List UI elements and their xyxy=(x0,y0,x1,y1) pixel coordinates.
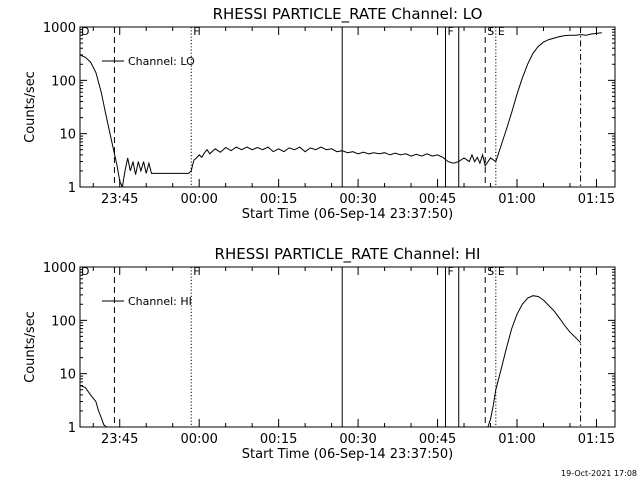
x-axis-label: Start Time (06-Sep-14 23:37:50) xyxy=(242,207,453,222)
chart-title: RHESSI PARTICLE_RATE Channel: HI xyxy=(215,245,481,264)
x-tick-label: 00:15 xyxy=(260,192,297,207)
series-line-1-segment-1 xyxy=(80,385,107,427)
x-tick-label: 00:30 xyxy=(339,432,376,447)
plot-frame xyxy=(79,266,616,428)
x-tick-label: 23:45 xyxy=(101,432,138,447)
legend-label: Channel: HI xyxy=(128,295,192,308)
plot-frame xyxy=(79,26,616,188)
x-axis-label: Start Time (06-Sep-14 23:37:50) xyxy=(242,447,453,462)
event-flag-label: F xyxy=(447,265,453,278)
y-tick-label: 1 xyxy=(68,421,76,436)
event-flag-label: S xyxy=(487,25,494,38)
y-axis-label: Counts/sec xyxy=(23,71,38,143)
x-tick-label: 01:15 xyxy=(578,432,615,447)
x-tick-label: 00:30 xyxy=(339,192,376,207)
chart-panel-1: RHESSI PARTICLE_RATE Channel: LO 1 10 100 10… xyxy=(23,5,616,222)
event-flag-label: E xyxy=(498,265,505,278)
x-tick-label: 23:45 xyxy=(101,192,138,207)
x-tick-label: 01:00 xyxy=(498,432,535,447)
x-tick-label: 00:00 xyxy=(180,432,217,447)
y-tick-label: 100 xyxy=(51,314,76,329)
chart-panel-2: RHESSI PARTICLE_RATE Channel: HI 1 10 100 10… xyxy=(23,245,616,462)
event-flag-label: F xyxy=(193,265,199,278)
date-stamp: 19-Oct-2021 17:08 xyxy=(561,469,637,478)
x-tick-label: 00:45 xyxy=(419,192,456,207)
x-tick-label: 00:00 xyxy=(180,192,217,207)
event-flag-label: S xyxy=(487,265,494,278)
y-tick-label: 1000 xyxy=(43,21,76,36)
y-tick-label: 10 xyxy=(59,128,76,143)
x-tick-label: 01:00 xyxy=(498,192,535,207)
corner-flag-label: D xyxy=(81,25,89,38)
x-tick-label: 01:15 xyxy=(578,192,615,207)
series-line-1-segment-2 xyxy=(487,295,581,427)
x-tick-label: 00:15 xyxy=(260,432,297,447)
y-tick-label: 1 xyxy=(68,181,76,196)
corner-flag-label: D xyxy=(81,265,89,278)
event-flag-label: F xyxy=(447,25,453,38)
legend-label: Channel: LO xyxy=(128,55,195,68)
event-flag-label: F xyxy=(193,25,199,38)
x-tick-label: 00:45 xyxy=(419,432,456,447)
series-line-1-segment-1 xyxy=(80,32,602,187)
chart-title: RHESSI PARTICLE_RATE Channel: LO xyxy=(213,5,483,24)
y-tick-label: 100 xyxy=(51,74,76,89)
y-tick-label: 10 xyxy=(59,368,76,383)
y-tick-label: 1000 xyxy=(43,261,76,276)
event-flag-label: E xyxy=(498,25,505,38)
y-axis-label: Counts/sec xyxy=(23,311,38,383)
